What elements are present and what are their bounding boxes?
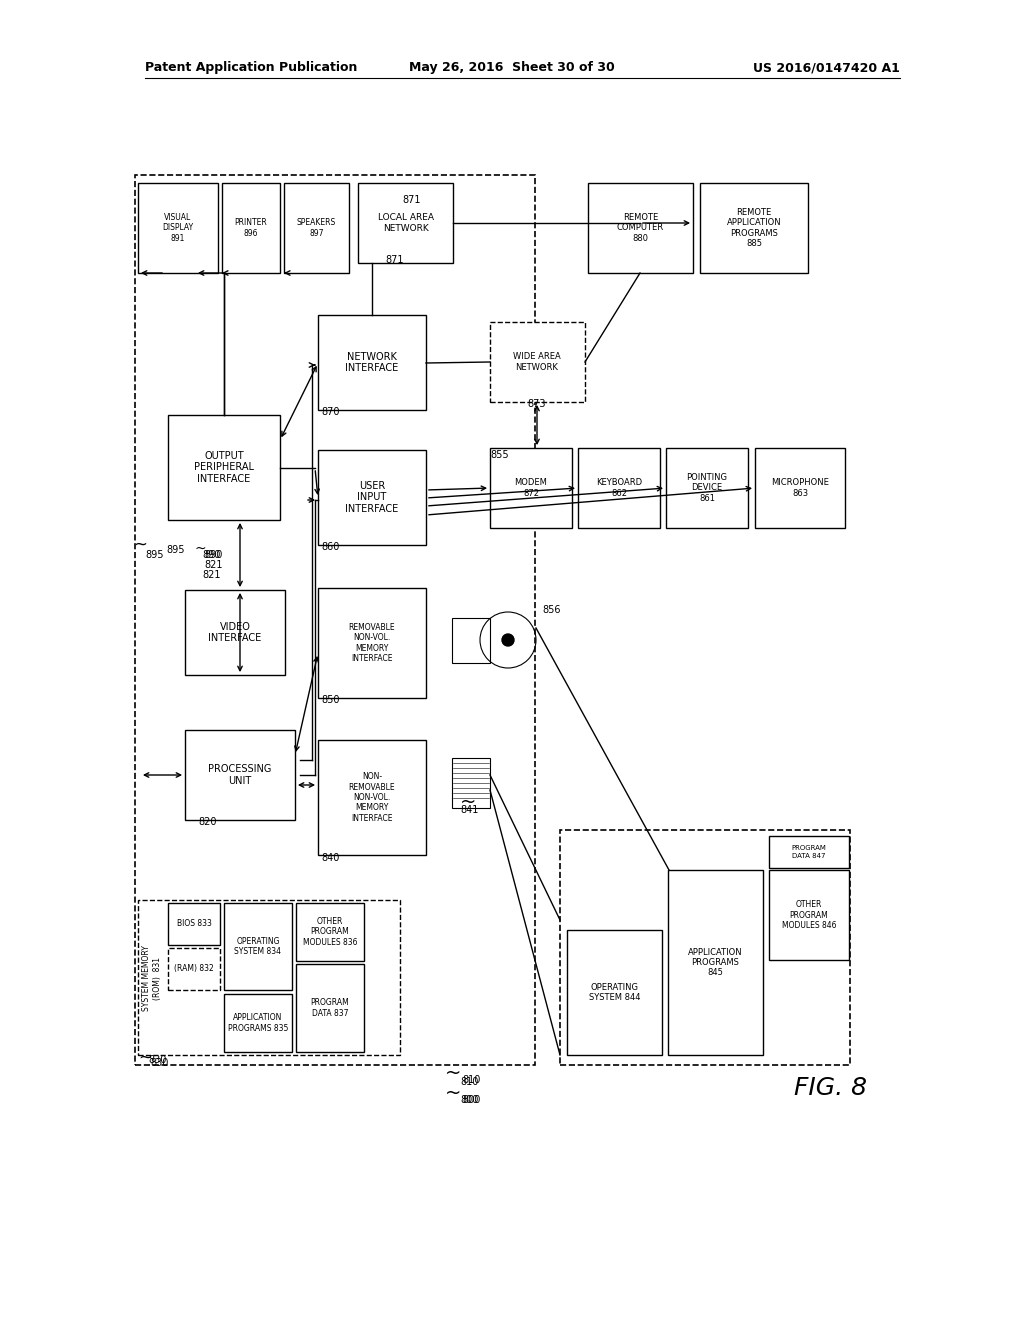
Text: 810: 810 (460, 1077, 478, 1086)
Text: 820: 820 (198, 817, 216, 828)
Text: OTHER
PROGRAM
MODULES 846: OTHER PROGRAM MODULES 846 (781, 900, 837, 929)
Text: May 26, 2016  Sheet 30 of 30: May 26, 2016 Sheet 30 of 30 (410, 62, 614, 74)
Bar (769, 836, 849, 869)
Text: 800: 800 (460, 1096, 478, 1105)
Text: US 2016/0147420 A1: US 2016/0147420 A1 (753, 62, 900, 74)
Bar (168, 903, 220, 945)
Circle shape (502, 634, 514, 645)
Text: 850: 850 (321, 696, 340, 705)
Bar (755, 447, 845, 528)
Bar (490, 447, 572, 528)
Bar (666, 447, 748, 528)
Text: NETWORK
INTERFACE: NETWORK INTERFACE (345, 351, 398, 374)
Text: SPEAKERS
897: SPEAKERS 897 (297, 218, 336, 238)
Text: 871: 871 (402, 195, 421, 205)
Text: LOCAL AREA
NETWORK: LOCAL AREA NETWORK (378, 214, 433, 232)
Text: APPLICATION
PROGRAMS
845: APPLICATION PROGRAMS 845 (688, 948, 742, 977)
Bar (138, 900, 400, 1055)
Text: PROGRAM
DATA 847: PROGRAM DATA 847 (792, 846, 826, 858)
Bar (224, 994, 292, 1052)
Text: PROCESSING
UNIT: PROCESSING UNIT (208, 764, 271, 785)
Bar (284, 183, 349, 273)
Bar (318, 450, 426, 545)
Bar (135, 176, 535, 1065)
Text: ~: ~ (133, 536, 147, 554)
Text: 821: 821 (202, 570, 220, 579)
Text: APPLICATION
PROGRAMS 835: APPLICATION PROGRAMS 835 (227, 1014, 288, 1032)
Text: 895: 895 (145, 550, 164, 560)
Text: 890: 890 (202, 550, 220, 560)
Text: USER
INPUT
INTERFACE: USER INPUT INTERFACE (345, 480, 398, 513)
Text: VIDEO
INTERFACE: VIDEO INTERFACE (208, 622, 261, 643)
Text: KEYBOARD
862: KEYBOARD 862 (596, 478, 642, 498)
Text: ~: ~ (444, 1084, 461, 1102)
Bar (222, 183, 280, 273)
Text: SYSTEM MEMORY
(ROM)  831: SYSTEM MEMORY (ROM) 831 (142, 945, 162, 1011)
Text: 830: 830 (150, 1059, 168, 1068)
Text: REMOTE
COMPUTER
880: REMOTE COMPUTER 880 (616, 213, 664, 243)
Text: 890: 890 (204, 550, 222, 560)
Text: WIDE AREA
NETWORK: WIDE AREA NETWORK (513, 352, 561, 372)
Text: 841: 841 (460, 805, 478, 814)
Text: ~: ~ (195, 543, 206, 556)
Bar (452, 758, 490, 808)
Text: NON-
REMOVABLE
NON-VOL.
MEMORY
INTERFACE: NON- REMOVABLE NON-VOL. MEMORY INTERFACE (349, 772, 395, 822)
Bar (567, 931, 662, 1055)
Bar (296, 903, 364, 961)
Bar (318, 315, 426, 411)
Text: REMOVABLE
NON-VOL.
MEMORY
INTERFACE: REMOVABLE NON-VOL. MEMORY INTERFACE (349, 623, 395, 663)
Bar (588, 183, 693, 273)
Text: BIOS 833: BIOS 833 (176, 920, 211, 928)
Bar (578, 447, 660, 528)
Text: 855: 855 (490, 450, 509, 459)
Bar (296, 964, 364, 1052)
Text: ~: ~ (138, 1049, 152, 1067)
Bar (560, 830, 850, 1065)
Text: PROGRAM
DATA 837: PROGRAM DATA 837 (310, 998, 349, 1018)
Bar (185, 730, 295, 820)
Bar (168, 948, 220, 990)
Bar (700, 183, 808, 273)
Text: OTHER
PROGRAM
MODULES 836: OTHER PROGRAM MODULES 836 (303, 917, 357, 946)
Text: POINTING
DEVICE
861: POINTING DEVICE 861 (686, 473, 727, 503)
Text: 860: 860 (321, 543, 339, 552)
Bar (769, 870, 849, 960)
Text: ~: ~ (460, 792, 476, 812)
Bar (358, 183, 453, 263)
Text: REMOTE
APPLICATION
PROGRAMS
885: REMOTE APPLICATION PROGRAMS 885 (727, 209, 781, 248)
Text: OPERATING
SYSTEM 844: OPERATING SYSTEM 844 (589, 983, 640, 1002)
Text: OUTPUT
PERIPHERAL
INTERFACE: OUTPUT PERIPHERAL INTERFACE (194, 451, 254, 484)
Text: 810: 810 (462, 1074, 480, 1085)
Text: 873: 873 (527, 399, 546, 409)
Bar (185, 590, 285, 675)
Bar (168, 414, 280, 520)
Text: VISUAL
DISPLAY
891: VISUAL DISPLAY 891 (163, 213, 194, 243)
Bar (452, 618, 490, 663)
Text: 895: 895 (167, 545, 185, 554)
Text: Patent Application Publication: Patent Application Publication (145, 62, 357, 74)
Bar (138, 183, 218, 273)
Text: MICROPHONE
863: MICROPHONE 863 (771, 478, 829, 498)
Bar (318, 741, 426, 855)
Bar (224, 903, 292, 990)
Text: 840: 840 (321, 853, 339, 863)
Text: PRINTER
896: PRINTER 896 (234, 218, 267, 238)
Bar (318, 587, 426, 698)
Text: FIG. 8: FIG. 8 (794, 1076, 866, 1100)
Text: 800: 800 (462, 1096, 480, 1105)
Text: ~: ~ (444, 1064, 461, 1082)
Text: 870: 870 (321, 407, 340, 417)
Text: MODEM
872: MODEM 872 (515, 478, 548, 498)
Text: 821: 821 (204, 560, 222, 570)
Text: 856: 856 (542, 605, 560, 615)
Text: 871: 871 (386, 255, 404, 265)
Text: 830: 830 (148, 1055, 166, 1065)
Text: (RAM) 832: (RAM) 832 (174, 965, 214, 974)
Bar (490, 322, 585, 403)
Bar (668, 870, 763, 1055)
Text: OPERATING
SYSTEM 834: OPERATING SYSTEM 834 (234, 937, 282, 956)
